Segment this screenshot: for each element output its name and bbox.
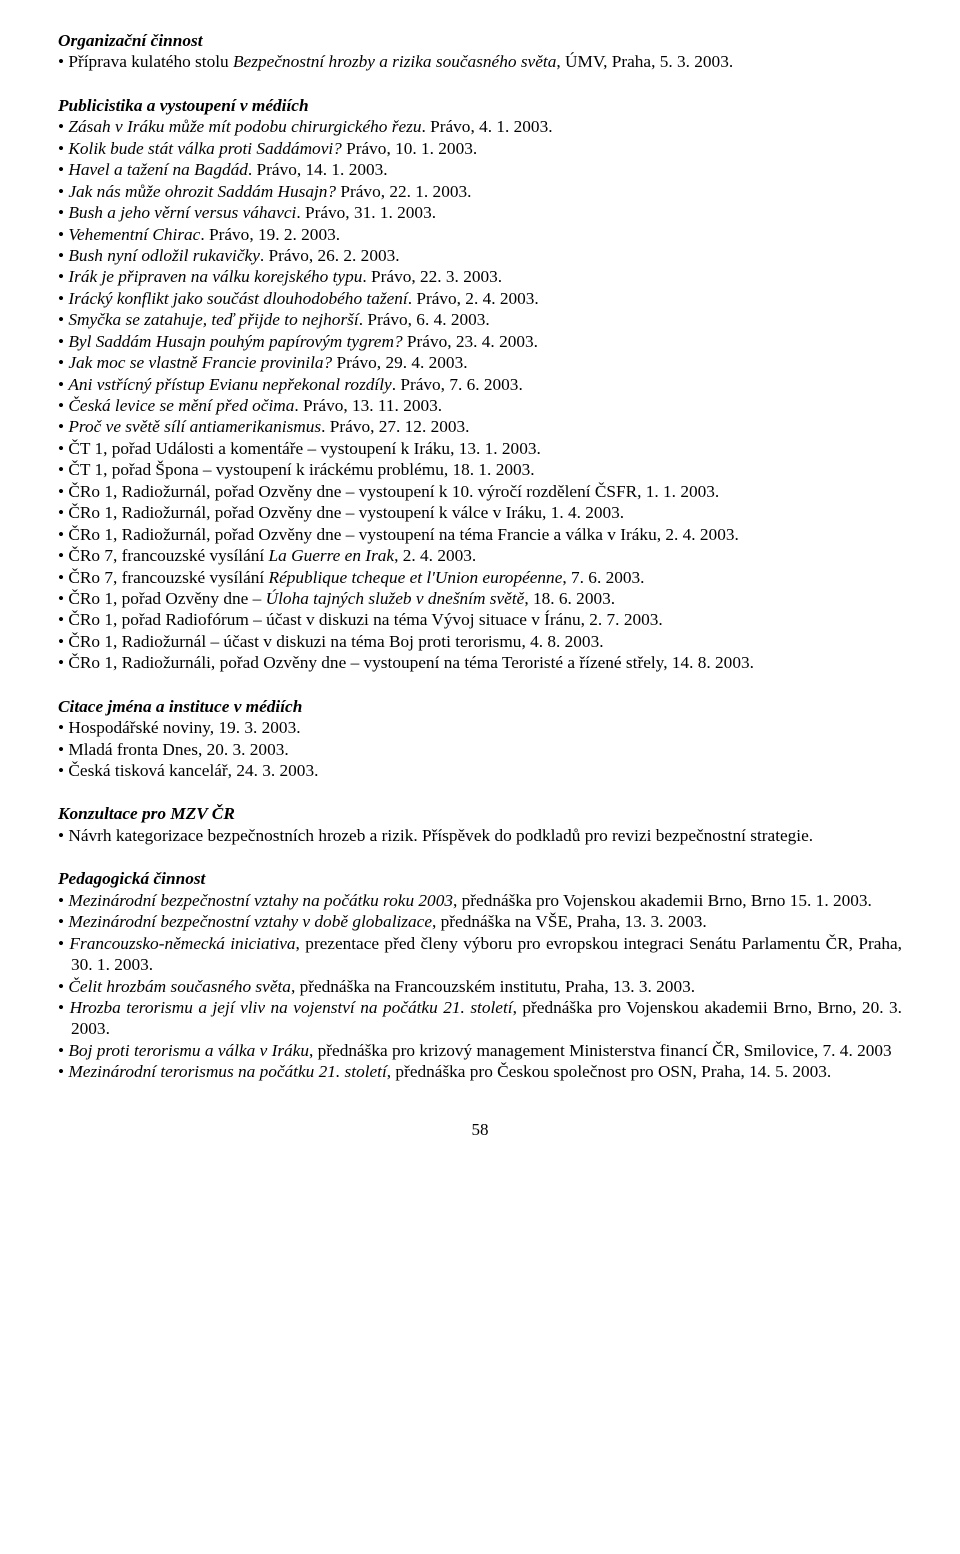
list-item: • Čelit hrozbám současného světa, předná… bbox=[58, 976, 902, 997]
list-item: • Kolik bude stát válka proti Saddámovi?… bbox=[58, 138, 902, 159]
list-item: • Příprava kulatého stolu Bezpečnostní h… bbox=[58, 51, 902, 72]
page-container: Organizační činnost • Příprava kulatého … bbox=[0, 0, 960, 1180]
heading-citace: Citace jména a instituce v médiích bbox=[58, 696, 902, 717]
list-konzultace: • Návrh kategorizace bezpečnostních hroz… bbox=[58, 825, 902, 846]
list-item: • Česká levice se mění před očima. Právo… bbox=[58, 395, 902, 416]
list-item: • Bush nyní odložil rukavičky. Právo, 26… bbox=[58, 245, 902, 266]
heading-konzultace: Konzultace pro MZV ČR bbox=[58, 803, 902, 824]
list-item: • Irák je připraven na válku korejského … bbox=[58, 266, 902, 287]
list-item: • Vehementní Chirac. Právo, 19. 2. 2003. bbox=[58, 224, 902, 245]
list-item: • ČRo 1, pořad Radiofórum – účast v disk… bbox=[58, 609, 902, 630]
list-item: • ČRo 7, francouzské vysílání La Guerre … bbox=[58, 545, 902, 566]
list-item: • Návrh kategorizace bezpečnostních hroz… bbox=[58, 825, 902, 846]
list-item: • Jak nás může ohrozit Saddám Husajn? Pr… bbox=[58, 181, 902, 202]
heading-publicistika: Publicistika a vystoupení v médiích bbox=[58, 95, 902, 116]
list-item: • ČT 1, pořad Události a komentáře – vys… bbox=[58, 438, 902, 459]
list-item: • Bush a jeho věrní versus váhavci. Práv… bbox=[58, 202, 902, 223]
list-item: • Mezinárodní bezpečnostní vztahy v době… bbox=[58, 911, 902, 932]
heading-pedagogicka: Pedagogická činnost bbox=[58, 868, 902, 889]
list-item: • Havel a tažení na Bagdád. Právo, 14. 1… bbox=[58, 159, 902, 180]
list-item: • Byl Saddám Husajn pouhým papírovým tyg… bbox=[58, 331, 902, 352]
list-publicistika: • Zásah v Iráku může mít podobu chirurgi… bbox=[58, 116, 902, 673]
list-item: • Hospodářské noviny, 19. 3. 2003. bbox=[58, 717, 902, 738]
list-item: • ČRo 1, Radiožurnál, pořad Ozvěny dne –… bbox=[58, 502, 902, 523]
list-organizacni: • Příprava kulatého stolu Bezpečnostní h… bbox=[58, 51, 902, 72]
list-item: • Česká tisková kancelář, 24. 3. 2003. bbox=[58, 760, 902, 781]
list-item: • Zásah v Iráku může mít podobu chirurgi… bbox=[58, 116, 902, 137]
list-item: • Hrozba terorismu a její vliv na vojens… bbox=[58, 997, 902, 1040]
list-item: • Jak moc se vlastně Francie provinila? … bbox=[58, 352, 902, 373]
list-item: • Irácký konflikt jako součást dlouhodob… bbox=[58, 288, 902, 309]
list-item: • Proč ve světě sílí antiamerikanismus. … bbox=[58, 416, 902, 437]
list-item: • ČRo 1, Radiožurnál – účast v diskuzi n… bbox=[58, 631, 902, 652]
heading-organizacni: Organizační činnost bbox=[58, 30, 902, 51]
list-item: • Mezinárodní bezpečnostní vztahy na poč… bbox=[58, 890, 902, 911]
list-pedagogicka: • Mezinárodní bezpečnostní vztahy na poč… bbox=[58, 890, 902, 1083]
list-item: • ČRo 1, pořad Ozvěny dne – Úloha tajnýc… bbox=[58, 588, 902, 609]
list-item: • Boj proti terorismu a válka v Iráku, p… bbox=[58, 1040, 902, 1061]
list-item: • ČRo 1, Radiožurnáli, pořad Ozvěny dne … bbox=[58, 652, 902, 673]
list-citace: • Hospodářské noviny, 19. 3. 2003.• Mlad… bbox=[58, 717, 902, 781]
list-item: • Francouzsko-německá iniciativa, prezen… bbox=[58, 933, 902, 976]
list-item: • ČRo 1, Radiožurnál, pořad Ozvěny dne –… bbox=[58, 481, 902, 502]
list-item: • ČT 1, pořad Špona – vystoupení k iráck… bbox=[58, 459, 902, 480]
list-item: • Smyčka se zatahuje, teď přijde to nejh… bbox=[58, 309, 902, 330]
list-item: • Ani vstřícný přístup Evianu nepřekonal… bbox=[58, 374, 902, 395]
page-number: 58 bbox=[58, 1119, 902, 1140]
list-item: • Mladá fronta Dnes, 20. 3. 2003. bbox=[58, 739, 902, 760]
list-item: • ČRo 1, Radiožurnál, pořad Ozvěny dne –… bbox=[58, 524, 902, 545]
list-item: • ČRo 7, francouzské vysílání République… bbox=[58, 567, 902, 588]
list-item: • Mezinárodní terorismus na počátku 21. … bbox=[58, 1061, 902, 1082]
